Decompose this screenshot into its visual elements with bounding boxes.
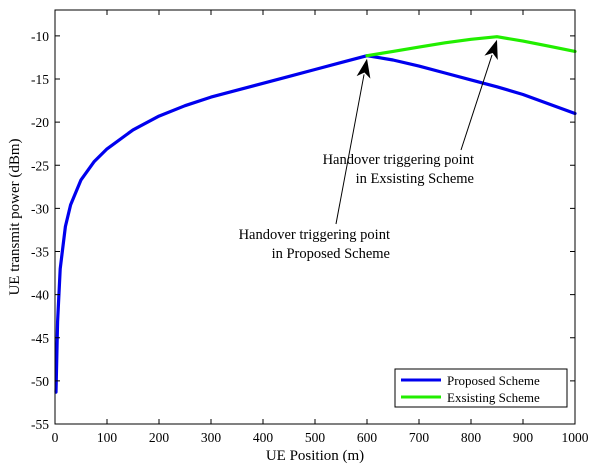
y-tick-label: -45: [31, 331, 49, 346]
x-tick-label: 400: [253, 430, 274, 445]
x-tick-label: 500: [305, 430, 326, 445]
y-tick-label: -50: [31, 374, 49, 389]
y-tick-label: -55: [31, 417, 49, 432]
x-tick-label: 300: [201, 430, 222, 445]
x-tick-label: 900: [513, 430, 534, 445]
annotation-text: in Proposed Scheme: [272, 246, 390, 262]
annotation-arrowhead: [356, 58, 371, 79]
x-tick-label: 100: [97, 430, 118, 445]
legend-label: Proposed Scheme: [447, 373, 540, 388]
x-tick-label: 800: [461, 430, 482, 445]
series-layer: [54, 35, 577, 394]
x-tick-label: 0: [52, 430, 59, 445]
y-axis-label: UE transmit power (dBm): [7, 138, 23, 295]
x-tick-label: 1000: [562, 430, 589, 445]
x-tick-label: 700: [409, 430, 430, 445]
annotation-arrow-line: [460, 54, 493, 151]
legend: Proposed Scheme Exsisting Scheme: [394, 368, 568, 408]
x-tick-label: 600: [357, 430, 378, 445]
annotations: Handover triggering point in Proposed Sch…: [239, 39, 498, 262]
x-tick-label: 200: [149, 430, 170, 445]
annotation-text: Handover triggering point: [323, 152, 474, 168]
annotation-text: in Exsisting Scheme: [356, 171, 474, 187]
y-tick-label: -20: [31, 115, 49, 130]
series-line: [54, 54, 577, 394]
legend-box: [394, 368, 568, 408]
annotation-arrowhead: [484, 39, 498, 60]
plot-background: [55, 10, 575, 424]
series-line: [365, 35, 577, 58]
x-axis-label: UE Position (m): [266, 448, 364, 464]
y-tick-label: -30: [31, 201, 49, 216]
y-tick-label: -35: [31, 245, 49, 260]
y-tick-label: -10: [31, 29, 49, 44]
y-tick-label: -25: [31, 158, 49, 173]
legend-label: Exsisting Scheme: [447, 390, 540, 405]
ticks: 0 100 200 300 400 500 600 700 800 900 1000 -10 -15 -2…: [31, 10, 589, 445]
y-tick-label: -40: [31, 288, 49, 303]
annotation-arrow-line: [335, 74, 365, 225]
y-tick-label: -15: [31, 72, 49, 87]
annotation-text: Handover triggering point: [239, 227, 390, 243]
